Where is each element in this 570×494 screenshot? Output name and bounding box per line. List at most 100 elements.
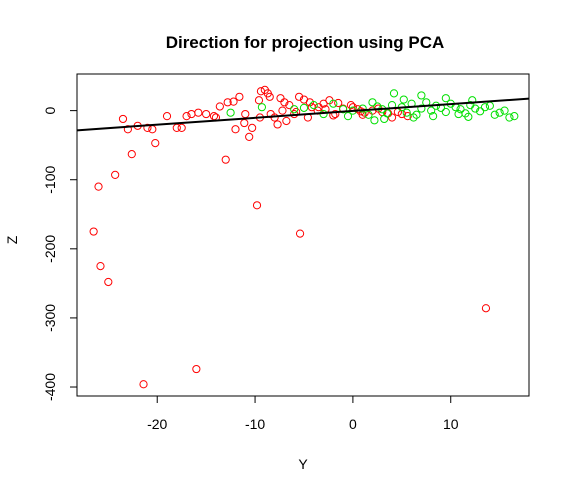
red-point — [254, 96, 264, 105]
green-point — [500, 106, 509, 115]
red-point — [223, 98, 232, 107]
green-point — [290, 105, 299, 114]
red-point — [387, 113, 397, 122]
red-point — [241, 109, 250, 119]
red-point — [111, 170, 120, 179]
y-axis: 0 -100 -200 -300 -400 Z — [4, 107, 78, 401]
x-tick-label: -20 — [147, 416, 167, 432]
x-tick-label: -10 — [245, 416, 265, 432]
x-tick-label: 10 — [443, 416, 459, 432]
green-point — [226, 108, 235, 117]
green-point — [505, 113, 514, 122]
red-point — [273, 120, 282, 129]
red-point — [285, 100, 294, 110]
y-tick-label: 0 — [42, 107, 58, 115]
red-point — [231, 125, 240, 134]
green-point — [329, 99, 338, 108]
red-point — [229, 97, 238, 106]
green-point — [409, 113, 418, 122]
green-point — [370, 116, 379, 125]
green-point — [368, 98, 377, 107]
red-point — [294, 92, 304, 101]
green-point — [402, 108, 411, 117]
red-point — [334, 98, 343, 108]
red-point — [148, 125, 157, 134]
green-point — [257, 103, 267, 112]
green-point — [456, 105, 465, 114]
green-point — [427, 106, 436, 115]
red-point — [192, 364, 201, 374]
red-point — [89, 227, 98, 236]
red-point — [221, 155, 230, 164]
red-point — [252, 201, 262, 210]
red-point — [94, 182, 103, 191]
red-point — [202, 109, 211, 119]
red-point — [295, 229, 305, 238]
green-point — [495, 108, 504, 117]
x-axis: -20 -10 0 10 Y — [147, 395, 459, 472]
red-point — [481, 304, 491, 313]
green-point — [471, 104, 480, 113]
green-point — [441, 94, 450, 103]
green-point — [364, 110, 373, 119]
red-point — [177, 123, 186, 132]
red-point — [162, 112, 172, 121]
green-point — [468, 96, 477, 105]
red-point — [139, 380, 148, 389]
green-point — [358, 104, 367, 113]
green-point — [412, 110, 421, 119]
y-tick-label: -100 — [42, 166, 58, 194]
x-tick-label: 0 — [349, 416, 357, 432]
green-point — [389, 89, 399, 98]
red-point — [403, 112, 412, 121]
red-point — [360, 108, 369, 117]
red-point — [123, 125, 132, 134]
red-point — [235, 92, 244, 101]
red-point — [278, 106, 287, 115]
green-point — [399, 95, 408, 104]
green-point — [475, 107, 485, 116]
x-axis-label: Y — [298, 456, 308, 472]
red-point — [346, 100, 356, 110]
red-point — [151, 138, 160, 148]
green-point — [429, 112, 438, 121]
green-point — [480, 103, 490, 112]
green-point — [339, 105, 348, 114]
green-point — [309, 100, 318, 110]
green-point — [380, 114, 389, 124]
red-point — [248, 123, 257, 132]
red-point — [245, 132, 254, 141]
green-point — [417, 104, 426, 113]
green-point — [299, 103, 309, 112]
green-point — [417, 91, 426, 100]
red-point — [182, 112, 191, 121]
chart-title: Direction for projection using PCA — [166, 33, 445, 52]
red-point — [96, 261, 105, 271]
red-point — [265, 92, 274, 101]
red-point — [104, 277, 113, 287]
red-point — [118, 114, 128, 124]
red-point — [280, 98, 289, 107]
green-point — [510, 112, 519, 121]
red-point — [276, 94, 285, 103]
y-tick-label: -300 — [42, 304, 58, 332]
green-point — [485, 101, 494, 110]
red-point — [127, 150, 136, 159]
red-point — [215, 102, 224, 111]
green-point — [343, 112, 353, 121]
y-tick-group: 0 -100 -200 -300 -400 — [42, 107, 77, 401]
green-point — [490, 110, 499, 119]
y-tick-label: -400 — [42, 373, 58, 401]
red-point — [143, 123, 152, 132]
pca-direction-line — [76, 97, 530, 132]
green-point — [464, 112, 473, 121]
red-point — [282, 116, 291, 126]
x-tick-group: -20 -10 0 10 — [147, 396, 459, 432]
red-point — [331, 109, 340, 119]
green-point — [454, 109, 463, 119]
y-tick-label: -200 — [42, 235, 58, 263]
red-point — [240, 118, 249, 128]
data-points — [89, 85, 519, 389]
red-point — [194, 108, 203, 117]
